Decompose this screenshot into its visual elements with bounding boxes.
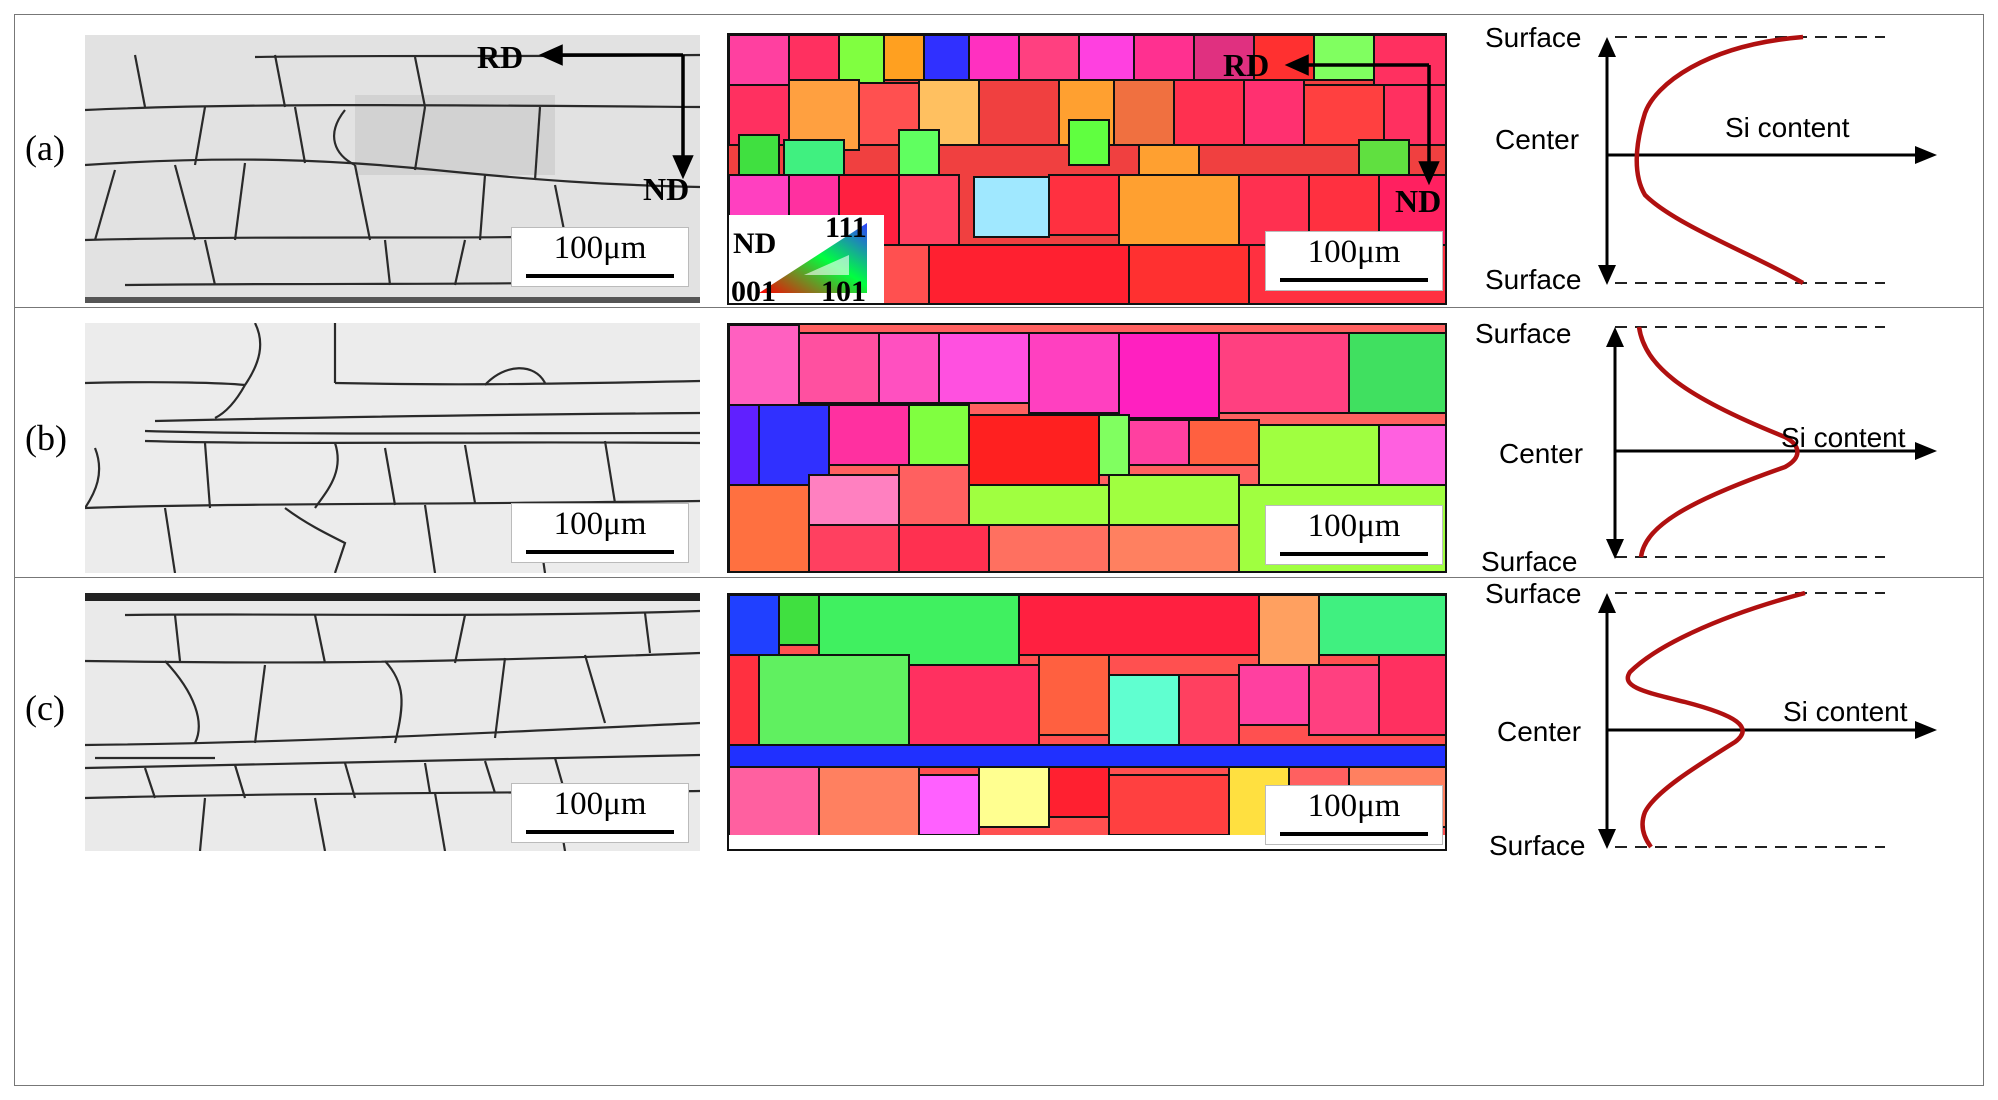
- row-b: (b): [15, 307, 1983, 577]
- scale-bar-text-b1: 100μm: [553, 506, 647, 542]
- scale-bar-text-a2: 100μm: [1307, 234, 1401, 270]
- surface-top-label-a: Surface: [1485, 22, 1582, 53]
- nd-label-a2: ND: [1395, 183, 1442, 219]
- center-label-b: Center: [1499, 438, 1583, 469]
- si-curve-b: [1636, 326, 1800, 558]
- si-label-c: Si content: [1783, 696, 1908, 727]
- si-label-b: Si content: [1781, 422, 1906, 453]
- row-a: (a) RD: [15, 15, 1983, 307]
- surface-bottom-label-c: Surface: [1489, 830, 1586, 861]
- rd-label-a: RD: [477, 39, 524, 75]
- ipf-001-label: 001: [731, 275, 776, 305]
- surface-top-label-b: Surface: [1475, 318, 1572, 349]
- scale-bar-line-c2: [1280, 832, 1428, 836]
- si-axis-arrow-c: [1915, 721, 1937, 739]
- ipf-triangle: [759, 223, 867, 293]
- si-axis-arrow-a: [1915, 146, 1937, 164]
- scale-bar-line-b1: [526, 550, 674, 554]
- surface-top-label-c: Surface: [1485, 578, 1582, 609]
- micrograph-image-a: [85, 35, 700, 303]
- rd-nd-arrows-a2: [1284, 54, 1440, 186]
- rd-label-a2: RD: [1223, 47, 1270, 83]
- ebsd-map-a: ND 111 001 101 RD ND 100μm: [727, 33, 1447, 305]
- scale-bar-a1: 100μm: [511, 227, 689, 287]
- si-profile-a: Surface Center Si content Surface: [1485, 22, 1937, 295]
- scale-bar-line-c1: [526, 830, 674, 834]
- scale-bar-line-a2: [1280, 278, 1428, 282]
- axis-arrow-down-c: [1598, 829, 1616, 849]
- row-label-b: (b): [25, 418, 67, 458]
- ebsd-map-b: 100μm: [727, 323, 1447, 573]
- scale-bar-c1: 100μm: [511, 783, 689, 843]
- center-label-c: Center: [1497, 716, 1581, 747]
- scale-bar-b1: 100μm: [511, 503, 689, 563]
- axis-arrow-down-a: [1598, 265, 1616, 285]
- scale-bar-b2: 100μm: [1265, 505, 1443, 565]
- ipf-101-label: 101: [821, 275, 866, 305]
- axis-arrow-up-a: [1598, 37, 1616, 57]
- ipf-111-label: 111: [825, 215, 867, 244]
- si-curve-c: [1625, 590, 1806, 849]
- si-axis-arrow-b: [1915, 442, 1937, 460]
- si-curve-a: [1634, 34, 1805, 285]
- ipf-axis-label: ND: [733, 227, 777, 260]
- scale-bar-text-a1: 100μm: [553, 230, 647, 266]
- center-label-a: Center: [1495, 124, 1579, 155]
- optical-micrograph-c: 100μm: [85, 593, 700, 851]
- si-profile-c: Surface Center Si content Surface: [1485, 578, 1937, 861]
- ebsd-image-c: [729, 595, 1445, 849]
- scale-bar-text-c1: 100μm: [553, 786, 647, 822]
- row-divider-1: [15, 307, 1983, 308]
- scale-bar-a2: 100μm: [1265, 231, 1443, 291]
- si-label-a: Si content: [1725, 112, 1850, 143]
- axis-arrow-down-b: [1606, 539, 1624, 559]
- surface-bottom-label-b: Surface: [1481, 546, 1578, 577]
- row-c: (c): [15, 577, 1983, 1087]
- nd-label-a: ND: [643, 171, 690, 207]
- row-label-c: (c): [25, 688, 65, 728]
- scale-bar-c2: 100μm: [1265, 785, 1443, 845]
- figure-frame: (a) RD: [14, 14, 1984, 1086]
- ebsd-map-c: 100μm: [727, 593, 1447, 851]
- si-profile-b: Surface Center Si content Surface: [1475, 318, 1937, 577]
- axis-arrow-up-b: [1606, 327, 1624, 347]
- scale-bar-line-b2: [1280, 552, 1428, 556]
- optical-micrograph-b: 100μm: [85, 323, 700, 573]
- scale-bar-text-c2: 100μm: [1307, 788, 1401, 824]
- axis-arrow-up-c: [1598, 593, 1616, 613]
- rd-nd-arrows-a: [538, 44, 694, 180]
- row-divider-2: [15, 577, 1983, 578]
- optical-micrograph-a: RD ND 100μm: [85, 35, 700, 303]
- ipf-legend: ND 111 001 101: [729, 215, 884, 305]
- row-label-a: (a): [25, 128, 65, 168]
- scale-bar-line-a1: [526, 274, 674, 278]
- surface-bottom-label-a: Surface: [1485, 264, 1582, 295]
- scale-bar-text-b2: 100μm: [1307, 508, 1401, 544]
